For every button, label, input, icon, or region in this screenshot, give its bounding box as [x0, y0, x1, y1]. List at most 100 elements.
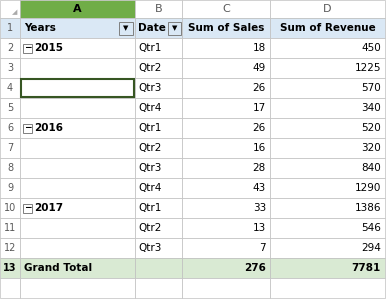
- Text: 1386: 1386: [354, 203, 381, 213]
- Text: 6: 6: [7, 123, 13, 133]
- Bar: [23, 204, 32, 212]
- Text: 17: 17: [253, 103, 266, 113]
- Bar: [20, 238, 135, 258]
- Bar: [20, 158, 135, 178]
- Text: 2016: 2016: [34, 123, 63, 133]
- Text: Qtr3: Qtr3: [138, 83, 161, 93]
- Text: 16: 16: [253, 143, 266, 153]
- Text: Years: Years: [24, 23, 56, 33]
- Text: Qtr2: Qtr2: [138, 143, 161, 153]
- Bar: [20, 198, 135, 218]
- Bar: [20, 218, 135, 238]
- Text: 2017: 2017: [34, 203, 63, 213]
- Text: 7: 7: [259, 243, 266, 253]
- Bar: [182, 78, 270, 98]
- Bar: [119, 22, 133, 35]
- Bar: [20, 0, 135, 18]
- Text: 8: 8: [7, 163, 13, 173]
- Bar: [270, 238, 385, 258]
- Bar: [182, 158, 270, 178]
- Text: −: −: [24, 44, 31, 52]
- Text: 546: 546: [361, 223, 381, 233]
- Bar: [135, 98, 182, 118]
- Bar: [20, 178, 135, 198]
- Bar: [21, 79, 134, 97]
- Text: 11: 11: [4, 223, 16, 233]
- Text: Qtr2: Qtr2: [138, 63, 161, 73]
- Bar: [0, 178, 20, 198]
- Bar: [135, 158, 182, 178]
- Text: 340: 340: [361, 103, 381, 113]
- Bar: [20, 118, 135, 138]
- Bar: [0, 278, 20, 298]
- Text: Qtr1: Qtr1: [138, 123, 161, 133]
- Text: 294: 294: [361, 243, 381, 253]
- Bar: [135, 0, 182, 18]
- Text: 5: 5: [7, 103, 13, 113]
- Text: Qtr3: Qtr3: [138, 163, 161, 173]
- Bar: [168, 22, 181, 35]
- Text: 26: 26: [253, 83, 266, 93]
- Text: C: C: [222, 4, 230, 14]
- Text: D: D: [323, 4, 332, 14]
- Text: ◢: ◢: [12, 9, 17, 15]
- Bar: [270, 38, 385, 58]
- Text: Qtr1: Qtr1: [138, 43, 161, 53]
- Text: 4: 4: [7, 83, 13, 93]
- Bar: [270, 258, 385, 278]
- Text: 2: 2: [7, 43, 13, 53]
- Bar: [20, 278, 135, 298]
- Text: 18: 18: [253, 43, 266, 53]
- Bar: [20, 58, 135, 78]
- Bar: [20, 18, 135, 38]
- Bar: [0, 38, 20, 58]
- Text: 520: 520: [361, 123, 381, 133]
- Text: 1290: 1290: [355, 183, 381, 193]
- Bar: [135, 258, 182, 278]
- Text: 10: 10: [4, 203, 16, 213]
- Bar: [135, 278, 182, 298]
- Bar: [182, 0, 270, 18]
- Bar: [270, 178, 385, 198]
- Bar: [135, 78, 182, 98]
- Bar: [0, 218, 20, 238]
- Text: Qtr1: Qtr1: [138, 203, 161, 213]
- Text: Qtr4: Qtr4: [138, 183, 161, 193]
- Bar: [0, 118, 20, 138]
- Text: 7781: 7781: [352, 263, 381, 273]
- Bar: [182, 98, 270, 118]
- Bar: [135, 238, 182, 258]
- Bar: [20, 258, 135, 278]
- Text: B: B: [155, 4, 162, 14]
- Bar: [182, 58, 270, 78]
- Text: 3: 3: [7, 63, 13, 73]
- Bar: [270, 278, 385, 298]
- Text: A: A: [73, 4, 82, 14]
- Bar: [270, 58, 385, 78]
- Bar: [20, 78, 135, 98]
- Text: 570: 570: [361, 83, 381, 93]
- Text: 1225: 1225: [354, 63, 381, 73]
- Bar: [135, 118, 182, 138]
- Text: 2015: 2015: [34, 43, 63, 53]
- Bar: [135, 38, 182, 58]
- Bar: [20, 138, 135, 158]
- Text: 28: 28: [253, 163, 266, 173]
- Bar: [182, 138, 270, 158]
- Bar: [135, 218, 182, 238]
- Text: 1: 1: [7, 23, 13, 33]
- Text: 450: 450: [361, 43, 381, 53]
- Bar: [182, 258, 270, 278]
- Text: Sum of Revenue: Sum of Revenue: [280, 23, 375, 33]
- Bar: [135, 138, 182, 158]
- Bar: [135, 178, 182, 198]
- Text: −: −: [24, 124, 31, 132]
- Text: Date: Date: [138, 23, 166, 33]
- Bar: [0, 258, 20, 278]
- Bar: [182, 278, 270, 298]
- Text: 7: 7: [7, 143, 13, 153]
- Text: Qtr4: Qtr4: [138, 103, 161, 113]
- Text: 320: 320: [361, 143, 381, 153]
- Bar: [0, 238, 20, 258]
- Bar: [135, 18, 182, 38]
